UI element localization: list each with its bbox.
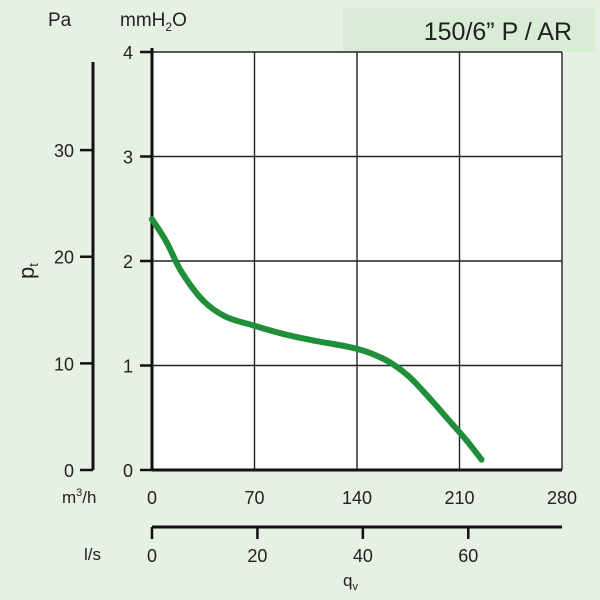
unit-m3h-main: m [62,488,76,507]
curve-point [178,268,185,275]
title-banner [343,8,595,52]
curve-point [163,239,170,246]
tick-label-ls: 0 [147,546,157,566]
unit-mmh2o-tail: O [172,10,187,31]
curve-point [463,437,470,444]
curve-point [310,337,317,344]
unit-pa-label: Pa [48,10,72,31]
curve-point [280,331,287,338]
unit-mmh2o-label: mmH2O [120,10,187,34]
curve-point [149,216,155,223]
tick-label-pa: 10 [54,354,74,374]
x-axis-label: qv [343,571,358,593]
chart-title: 150/6” P / AR [424,18,572,46]
curve-point [200,297,207,304]
unit-ls-label: l/s [84,545,101,564]
unit-mmh2o-main: mmH [120,10,165,31]
tick-label-ls: 20 [247,546,267,566]
curve-point [222,313,229,320]
x-axis-label-sub: v [352,581,358,593]
tick-label-mmh2o: 4 [123,43,133,63]
unit-m3h-tail: /h [82,488,96,507]
tick-label-pa: 20 [54,248,74,268]
curve-point [449,421,456,427]
tick-label-m3h: 280 [547,488,577,508]
x-axis-label-main: q [343,571,352,590]
tick-label-mmh2o: 3 [123,148,133,168]
tick-label-ls: 60 [458,546,478,566]
tick-label-m3h: 140 [342,488,372,508]
tick-label-pa: 0 [64,461,74,481]
tick-label-mmh2o: 1 [123,357,133,377]
y-axis-label-main: p [14,267,39,279]
curve-point [405,372,412,379]
y-axis-label-sub: t [26,263,41,267]
unit-m3h-sup: 3 [76,487,82,499]
tick-label-mmh2o: 2 [123,252,133,272]
tick-label-m3h: 0 [147,488,157,508]
curve-point [354,345,360,352]
unit-mmh2o-sub: 2 [165,20,172,34]
unit-m3h-label: m3/h [62,487,96,507]
curve-point [427,395,434,402]
tick-label-pa: 30 [54,141,74,161]
curve-point [251,322,258,329]
curve-point [478,456,485,463]
tick-label-m3h: 210 [444,488,474,508]
curve-point [383,357,390,364]
tick-label-ls: 40 [353,546,373,566]
tick-label-m3h: 70 [244,488,264,508]
y-axis-label: pt [14,263,41,279]
tick-label-mmh2o: 0 [123,461,133,481]
